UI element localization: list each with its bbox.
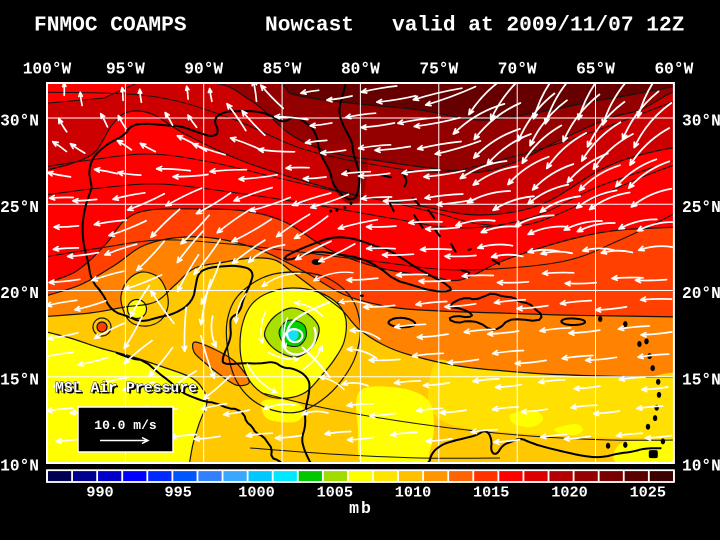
svg-text:25°N: 25°N (0, 199, 39, 217)
svg-text:90°W: 90°W (184, 61, 223, 79)
svg-text:15°N: 15°N (0, 371, 39, 389)
svg-text:1015: 1015 (473, 484, 509, 502)
svg-text:1020: 1020 (551, 484, 587, 502)
svg-text:80°W: 80°W (341, 61, 380, 79)
svg-text:15°N: 15°N (682, 371, 720, 389)
svg-text:30°N: 30°N (0, 113, 39, 131)
svg-text:1000: 1000 (238, 484, 274, 502)
svg-text:100°W: 100°W (23, 61, 72, 79)
svg-text:85°W: 85°W (263, 61, 302, 79)
svg-text:FNMOC COAMPS: FNMOC COAMPS (34, 14, 187, 38)
svg-text:60°W: 60°W (654, 61, 693, 79)
svg-text:25°N: 25°N (682, 199, 720, 217)
svg-text:65°W: 65°W (576, 61, 615, 79)
svg-text:1025: 1025 (630, 484, 666, 502)
svg-text:1010: 1010 (395, 484, 431, 502)
svg-text:95°W: 95°W (106, 61, 145, 79)
svg-text:MSL Air Pressure: MSL Air Pressure (55, 381, 197, 397)
svg-text:20°N: 20°N (0, 285, 39, 303)
svg-text:mb: mb (349, 499, 373, 518)
svg-text:valid at 2009/11/07 12Z: valid at 2009/11/07 12Z (392, 14, 684, 38)
svg-text:990: 990 (86, 484, 113, 502)
svg-text:30°N: 30°N (682, 113, 720, 131)
svg-text:1005: 1005 (317, 484, 353, 502)
svg-text:70°W: 70°W (498, 61, 537, 79)
svg-text:Nowcast: Nowcast (265, 14, 354, 38)
svg-text:MSL Air Pressure: MSL Air Pressure (57, 383, 199, 399)
svg-text:75°W: 75°W (419, 61, 458, 79)
svg-text:20°N: 20°N (682, 285, 720, 303)
svg-text:10°N: 10°N (0, 458, 39, 476)
svg-text:10°N: 10°N (682, 458, 720, 476)
svg-text:995: 995 (165, 484, 192, 502)
svg-text:10.0 m/s: 10.0 m/s (94, 418, 157, 433)
